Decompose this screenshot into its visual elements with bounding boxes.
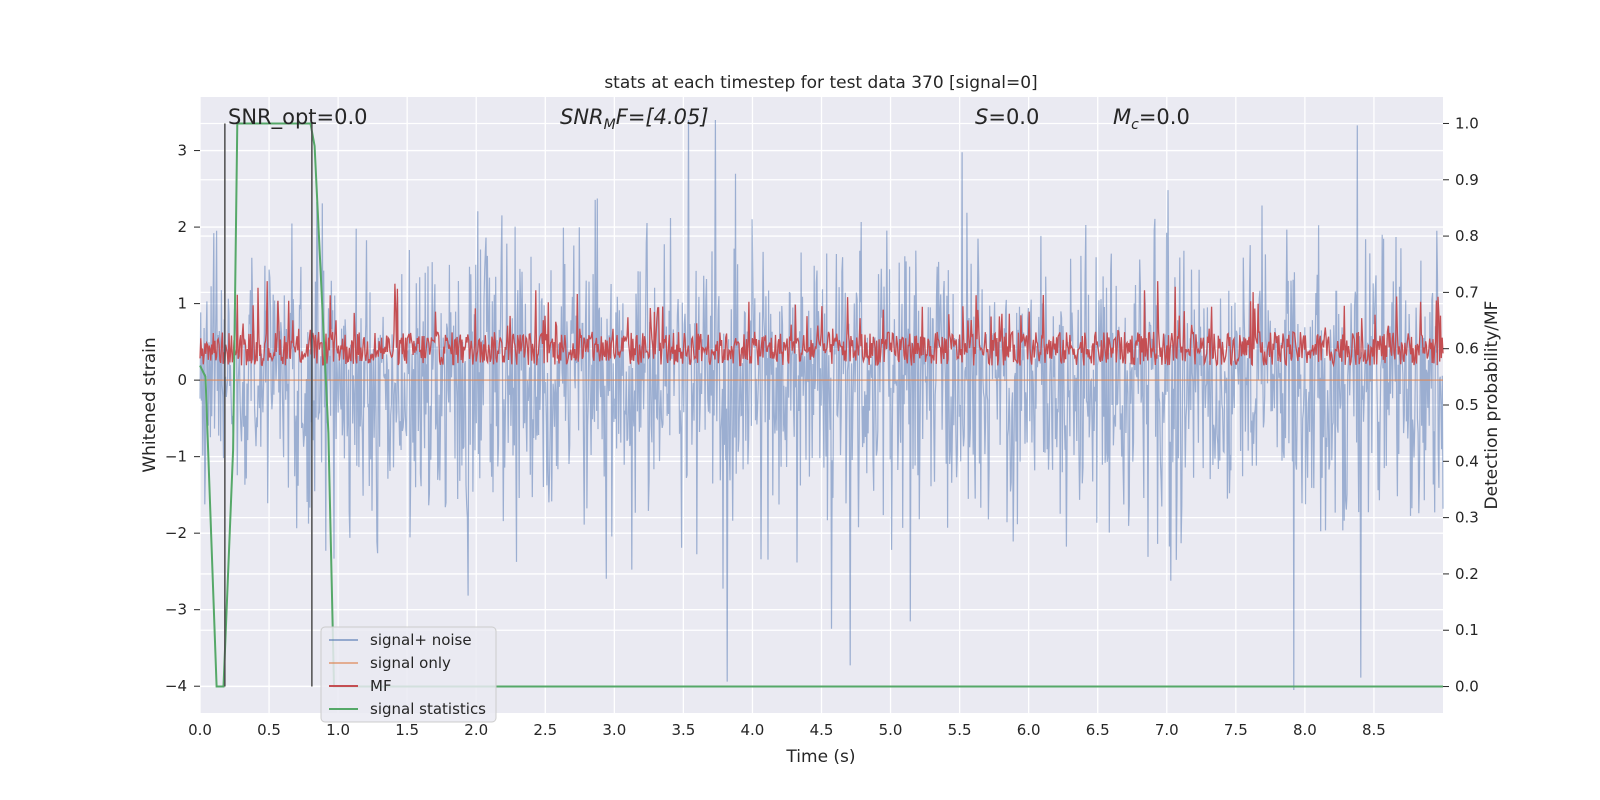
x-tick-label: 7.5 <box>1224 721 1248 739</box>
x-tick-label: 4.5 <box>810 721 834 739</box>
x-tick-label: 4.0 <box>741 721 765 739</box>
y2-tick-label: 0.6 <box>1455 340 1479 358</box>
annotation-snr-mf-base: SNR <box>560 105 604 129</box>
annotation-mc-rest: =0.0 <box>1139 105 1190 129</box>
x-tick-label: 1.5 <box>395 721 419 739</box>
y2-tick-label: 0.7 <box>1455 283 1479 301</box>
legend-entry-mf: MF <box>329 677 392 695</box>
y2-tick-label: 1.0 <box>1455 114 1479 132</box>
annotation-mc: Mc=0.0 <box>1113 105 1190 133</box>
x-tick-label: 0.0 <box>188 721 212 739</box>
legend-entry-signal-statistics: signal statistics <box>329 700 486 718</box>
y-tick-label: 3 <box>177 142 187 160</box>
legend-label-signal-noise: signal+ noise <box>370 631 472 649</box>
x-tick-label: 8.0 <box>1293 721 1317 739</box>
legend-box <box>320 626 497 723</box>
annotation-snr-mf: SNRMF=[4.05] <box>560 105 709 133</box>
x-tick-label: 5.5 <box>948 721 972 739</box>
x-tick-label: 3.5 <box>671 721 695 739</box>
x-tick-label: 6.0 <box>1017 721 1041 739</box>
y2-tick-label: 0.0 <box>1455 678 1479 696</box>
series-mf <box>199 281 1444 368</box>
line-mf <box>199 281 1444 368</box>
x-axis-ticks: 0.0 0.5 1.0 1.5 2.0 2.5 3.0 3.5 4.0 4.5 5.0 5.5 6.0 6… <box>188 721 1386 739</box>
annotation-s-rest: =0.0 <box>988 105 1039 129</box>
x-tick-label: 2.5 <box>533 721 557 739</box>
y-tick-label: −4 <box>165 677 187 695</box>
annotation-mc-sub: c <box>1131 117 1139 133</box>
legend-label-signal-statistics: signal statistics <box>370 700 486 718</box>
legend-entry-signal-noise: signal+ noise <box>329 631 472 649</box>
y2-axis-ticks: 1.0 0.9 0.8 0.7 0.6 0.5 0.4 0.3 0.2 0.1 0.0 <box>1443 114 1479 696</box>
legend-label-signal-only: signal only <box>370 654 451 672</box>
y-axis-ticks: 3 2 1 0 −1 −2 −3 −4 <box>165 142 200 695</box>
x-tick-label: 5.0 <box>879 721 903 739</box>
y2-tick-label: 0.5 <box>1455 396 1479 414</box>
y2-tick-label: 0.2 <box>1455 565 1479 583</box>
y-tick-label: −3 <box>165 601 187 619</box>
x-tick-label: 7.0 <box>1155 721 1179 739</box>
x-tick-label: 0.5 <box>257 721 281 739</box>
x-tick-label: 3.0 <box>602 721 626 739</box>
annotation-snr-mf-sub: M <box>604 117 616 133</box>
annotation-snr-opt: SNR_opt=0.0 <box>228 105 368 130</box>
y2-tick-label: 0.4 <box>1455 452 1479 470</box>
y-tick-label: −2 <box>165 524 187 542</box>
y-axis-label: Whitened strain <box>140 337 160 472</box>
vertical-markers <box>224 123 313 687</box>
chart-title: stats at each timestep for test data 370… <box>604 73 1037 93</box>
y-tick-label: 1 <box>177 295 187 313</box>
annotation-mc-base: M <box>1113 105 1131 129</box>
legend-label-mf: MF <box>370 677 392 695</box>
x-tick-label: 2.0 <box>464 721 488 739</box>
y-tick-label: −1 <box>165 448 187 466</box>
x-tick-label: 6.5 <box>1086 721 1110 739</box>
x-tick-label: 1.0 <box>326 721 350 739</box>
y2-tick-label: 0.3 <box>1455 509 1479 527</box>
y2-tick-label: 0.8 <box>1455 227 1479 245</box>
x-tick-label: 8.5 <box>1362 721 1386 739</box>
x-axis-label: Time (s) <box>785 747 855 767</box>
y2-axis-label: Detection probability/MF <box>1482 301 1502 510</box>
y-tick-label: 0 <box>177 371 187 389</box>
y2-tick-label: 0.9 <box>1455 171 1479 189</box>
annotation-s: S=0.0 <box>975 105 1039 129</box>
annotation-snr-mf-rest: F=[4.05] <box>616 105 709 129</box>
legend: signal+ noise signal only MF signal stat… <box>320 626 497 723</box>
annotation-s-base: S <box>975 105 988 129</box>
y-tick-label: 2 <box>177 218 187 236</box>
legend-entry-signal-only: signal only <box>329 654 451 672</box>
y2-tick-label: 0.1 <box>1455 621 1479 639</box>
